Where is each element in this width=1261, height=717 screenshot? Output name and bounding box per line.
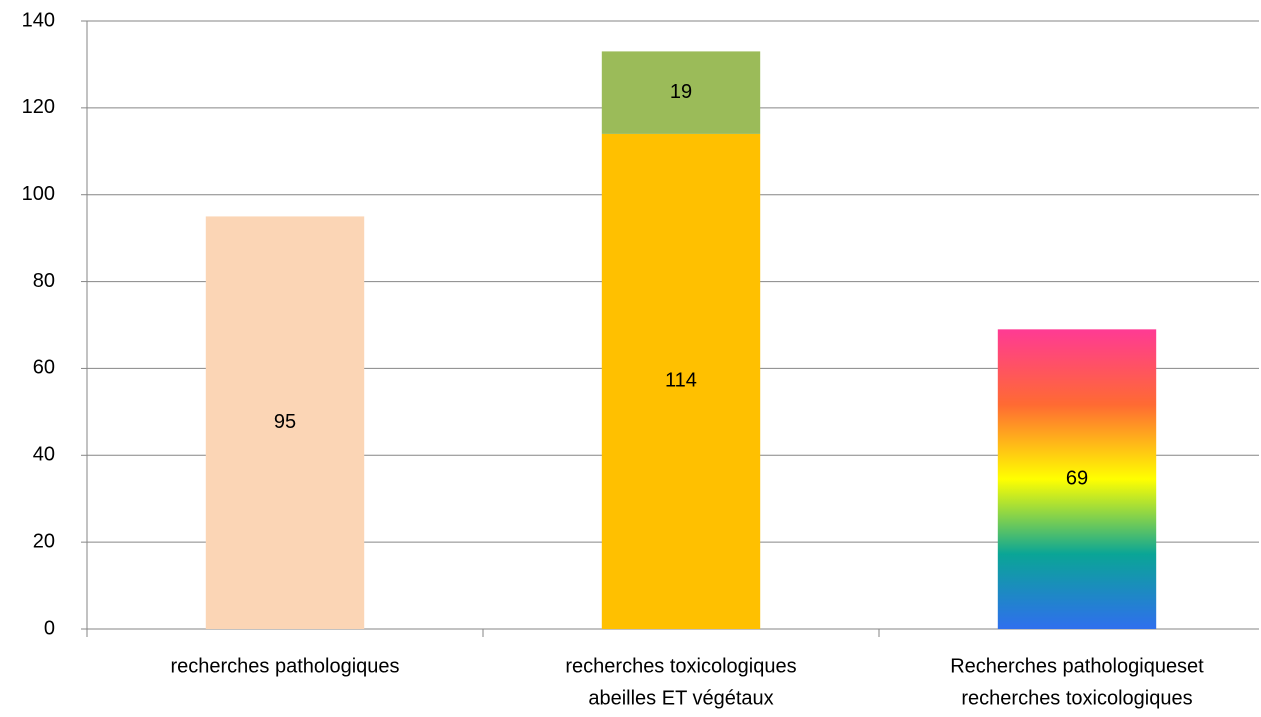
y-tick-label: 40 [33,444,55,466]
x-tick-label: Recherches pathologiqueset [950,655,1204,677]
x-tick-label: recherches toxicologiques [961,687,1192,709]
x-tick-label: recherches toxicologiques [565,655,796,677]
data-label: 19 [670,81,692,103]
y-tick-label: 20 [33,530,55,552]
y-tick-label: 0 [44,617,55,639]
bar [997,329,1157,629]
bar [601,51,761,134]
data-label: 95 [274,411,296,433]
data-label: 69 [1066,467,1088,489]
data-label: 114 [665,370,697,392]
x-tick-label: abeilles ET végétaux [588,687,773,709]
bar [601,133,761,629]
y-tick-label: 140 [22,9,55,31]
y-tick-label: 80 [33,270,55,292]
bar [205,216,365,629]
y-tick-label: 100 [22,183,55,205]
x-tick-label: recherches pathologiques [170,655,399,677]
y-tick-label: 120 [22,96,55,118]
y-tick-label: 60 [33,357,55,379]
